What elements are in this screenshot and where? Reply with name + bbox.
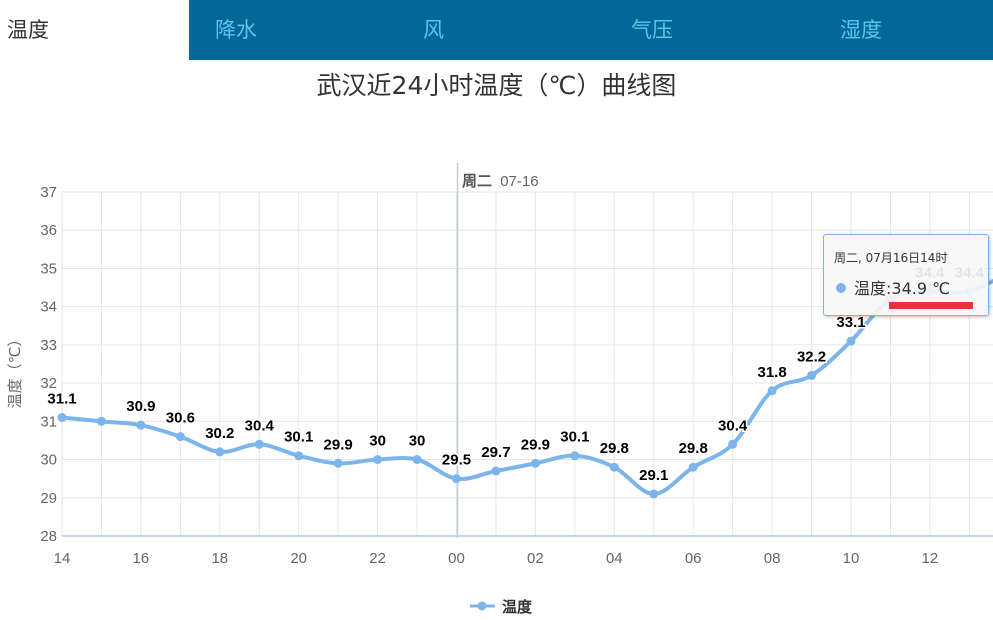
data-point[interactable]	[215, 447, 225, 457]
y-tick-label: 32	[40, 375, 57, 392]
tab-bar: 温度 降水 风 气压 湿度	[0, 0, 993, 60]
data-label: 30.1	[284, 429, 313, 446]
x-tick-label: 20	[290, 550, 307, 567]
data-label: 30.9	[126, 398, 155, 415]
data-label: 32.2	[797, 348, 826, 365]
day-separator-label: 周二 07-16	[462, 173, 539, 190]
tooltip-header: 周二, 07月16日14时	[834, 251, 948, 265]
x-tick-label: 10	[843, 550, 860, 567]
data-point[interactable]	[570, 451, 580, 461]
data-label: 30.4	[245, 417, 275, 434]
legend-label[interactable]: 温度	[502, 598, 533, 616]
data-point[interactable]	[175, 432, 185, 442]
data-label: 30	[369, 433, 386, 450]
data-point[interactable]	[412, 455, 422, 465]
data-label: 29.7	[481, 444, 510, 461]
data-point[interactable]	[333, 458, 343, 468]
data-label: 30.4	[718, 417, 748, 434]
data-label: 30.6	[166, 410, 195, 427]
chart-title: 武汉近24小时温度（℃）曲线图	[316, 71, 677, 100]
x-tick-label: 02	[527, 550, 544, 567]
data-point[interactable]	[767, 386, 777, 396]
data-point[interactable]	[136, 420, 146, 430]
x-axis-ticks: 14 16 18 20 22 00 02 04 06 08 10 12	[54, 550, 939, 567]
data-point[interactable]	[649, 489, 659, 499]
legend[interactable]: 温度	[470, 598, 533, 616]
data-point[interactable]	[254, 439, 264, 449]
y-axis-ticks: 28 29 30 31 32 33 34 35 36 37	[40, 184, 57, 545]
tab-wind[interactable]: 风	[423, 18, 444, 42]
tab-precipitation[interactable]: 降水	[215, 18, 257, 42]
data-label: 29.9	[324, 436, 353, 453]
data-point[interactable]	[491, 466, 501, 476]
x-tick-label: 16	[133, 550, 150, 567]
x-tick-label: 22	[369, 550, 386, 567]
data-point[interactable]	[294, 451, 304, 461]
tab-humidity[interactable]: 湿度	[840, 18, 882, 42]
y-tick-label: 31	[40, 413, 57, 430]
data-point[interactable]	[846, 336, 856, 346]
data-point[interactable]	[57, 413, 67, 423]
tab-temperature[interactable]: 温度	[0, 0, 189, 60]
legend-marker-icon	[477, 601, 487, 611]
y-tick-label: 35	[40, 260, 57, 277]
y-tick-label: 34	[40, 299, 57, 316]
x-tick-label: 14	[54, 550, 71, 567]
data-point[interactable]	[609, 462, 619, 472]
data-point[interactable]	[452, 474, 461, 484]
data-point[interactable]	[96, 416, 106, 426]
x-tick-label: 12	[922, 550, 939, 567]
y-tick-label: 36	[40, 222, 57, 239]
data-point[interactable]	[688, 462, 698, 472]
data-point[interactable]	[530, 458, 540, 468]
x-tick-label: 08	[764, 550, 781, 567]
x-tick-label: 04	[606, 550, 623, 567]
data-label: 29.5	[442, 452, 471, 469]
data-label: 29.9	[521, 436, 550, 453]
data-point[interactable]	[807, 370, 817, 380]
data-label: 30.2	[205, 425, 234, 442]
y-tick-label: 33	[40, 337, 57, 354]
tooltip-value-line: 温度:34.9 ℃	[854, 279, 951, 298]
data-label: 31.1	[47, 391, 76, 408]
data-label: 30.1	[560, 429, 589, 446]
data-point[interactable]	[373, 455, 383, 465]
tab-pressure[interactable]: 气压	[631, 18, 673, 42]
x-tick-label: 06	[685, 550, 702, 567]
y-tick-label: 28	[40, 528, 57, 545]
y-axis-title: 温度（℃）	[6, 332, 24, 409]
y-tick-label: 30	[40, 452, 57, 469]
tooltip: 周二, 07月16日14时 温度:34.9 ℃	[823, 234, 989, 316]
data-label: 29.8	[600, 440, 629, 457]
y-tick-label: 37	[40, 184, 57, 201]
data-label: 30	[409, 433, 426, 450]
data-label: 31.8	[757, 364, 786, 381]
tooltip-highlight-bar	[889, 302, 973, 309]
y-tick-label: 29	[40, 490, 57, 507]
data-label: 29.1	[639, 467, 668, 484]
data-label: 29.8	[679, 440, 708, 457]
x-tick-label: 00	[448, 550, 465, 567]
data-point[interactable]	[728, 439, 738, 449]
x-tick-label: 18	[211, 550, 228, 567]
tooltip-marker-icon	[836, 283, 846, 293]
data-label: 33.1	[836, 314, 865, 331]
